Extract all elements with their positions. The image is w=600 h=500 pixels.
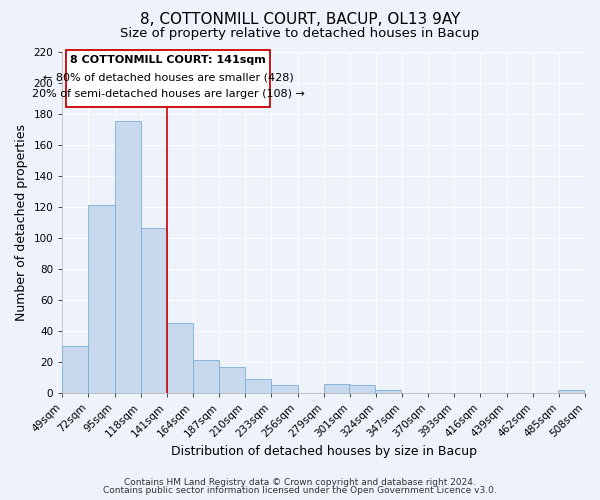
Text: 20% of semi-detached houses are larger (108) →: 20% of semi-detached houses are larger (…: [32, 90, 304, 100]
Bar: [323, 384, 350, 393]
Bar: [141, 228, 167, 393]
Bar: [375, 390, 401, 393]
Text: Contains HM Land Registry data © Crown copyright and database right 2024.: Contains HM Land Registry data © Crown c…: [124, 478, 476, 487]
Bar: [349, 386, 375, 393]
Text: 8, COTTONMILL COURT, BACUP, OL13 9AY: 8, COTTONMILL COURT, BACUP, OL13 9AY: [140, 12, 460, 28]
Bar: [167, 323, 193, 393]
X-axis label: Distribution of detached houses by size in Bacup: Distribution of detached houses by size …: [170, 444, 476, 458]
Bar: [558, 390, 584, 393]
Bar: [88, 205, 115, 393]
Text: Contains public sector information licensed under the Open Government Licence v3: Contains public sector information licen…: [103, 486, 497, 495]
Bar: [115, 122, 141, 393]
Text: Size of property relative to detached houses in Bacup: Size of property relative to detached ho…: [121, 28, 479, 40]
Bar: [219, 366, 245, 393]
Bar: [245, 379, 271, 393]
Bar: [62, 346, 88, 393]
Y-axis label: Number of detached properties: Number of detached properties: [15, 124, 28, 321]
Bar: [193, 360, 219, 393]
Text: 8 COTTONMILL COURT: 141sqm: 8 COTTONMILL COURT: 141sqm: [70, 54, 266, 64]
FancyBboxPatch shape: [66, 50, 270, 108]
Text: ← 80% of detached houses are smaller (428): ← 80% of detached houses are smaller (42…: [43, 72, 293, 82]
Bar: [271, 386, 298, 393]
